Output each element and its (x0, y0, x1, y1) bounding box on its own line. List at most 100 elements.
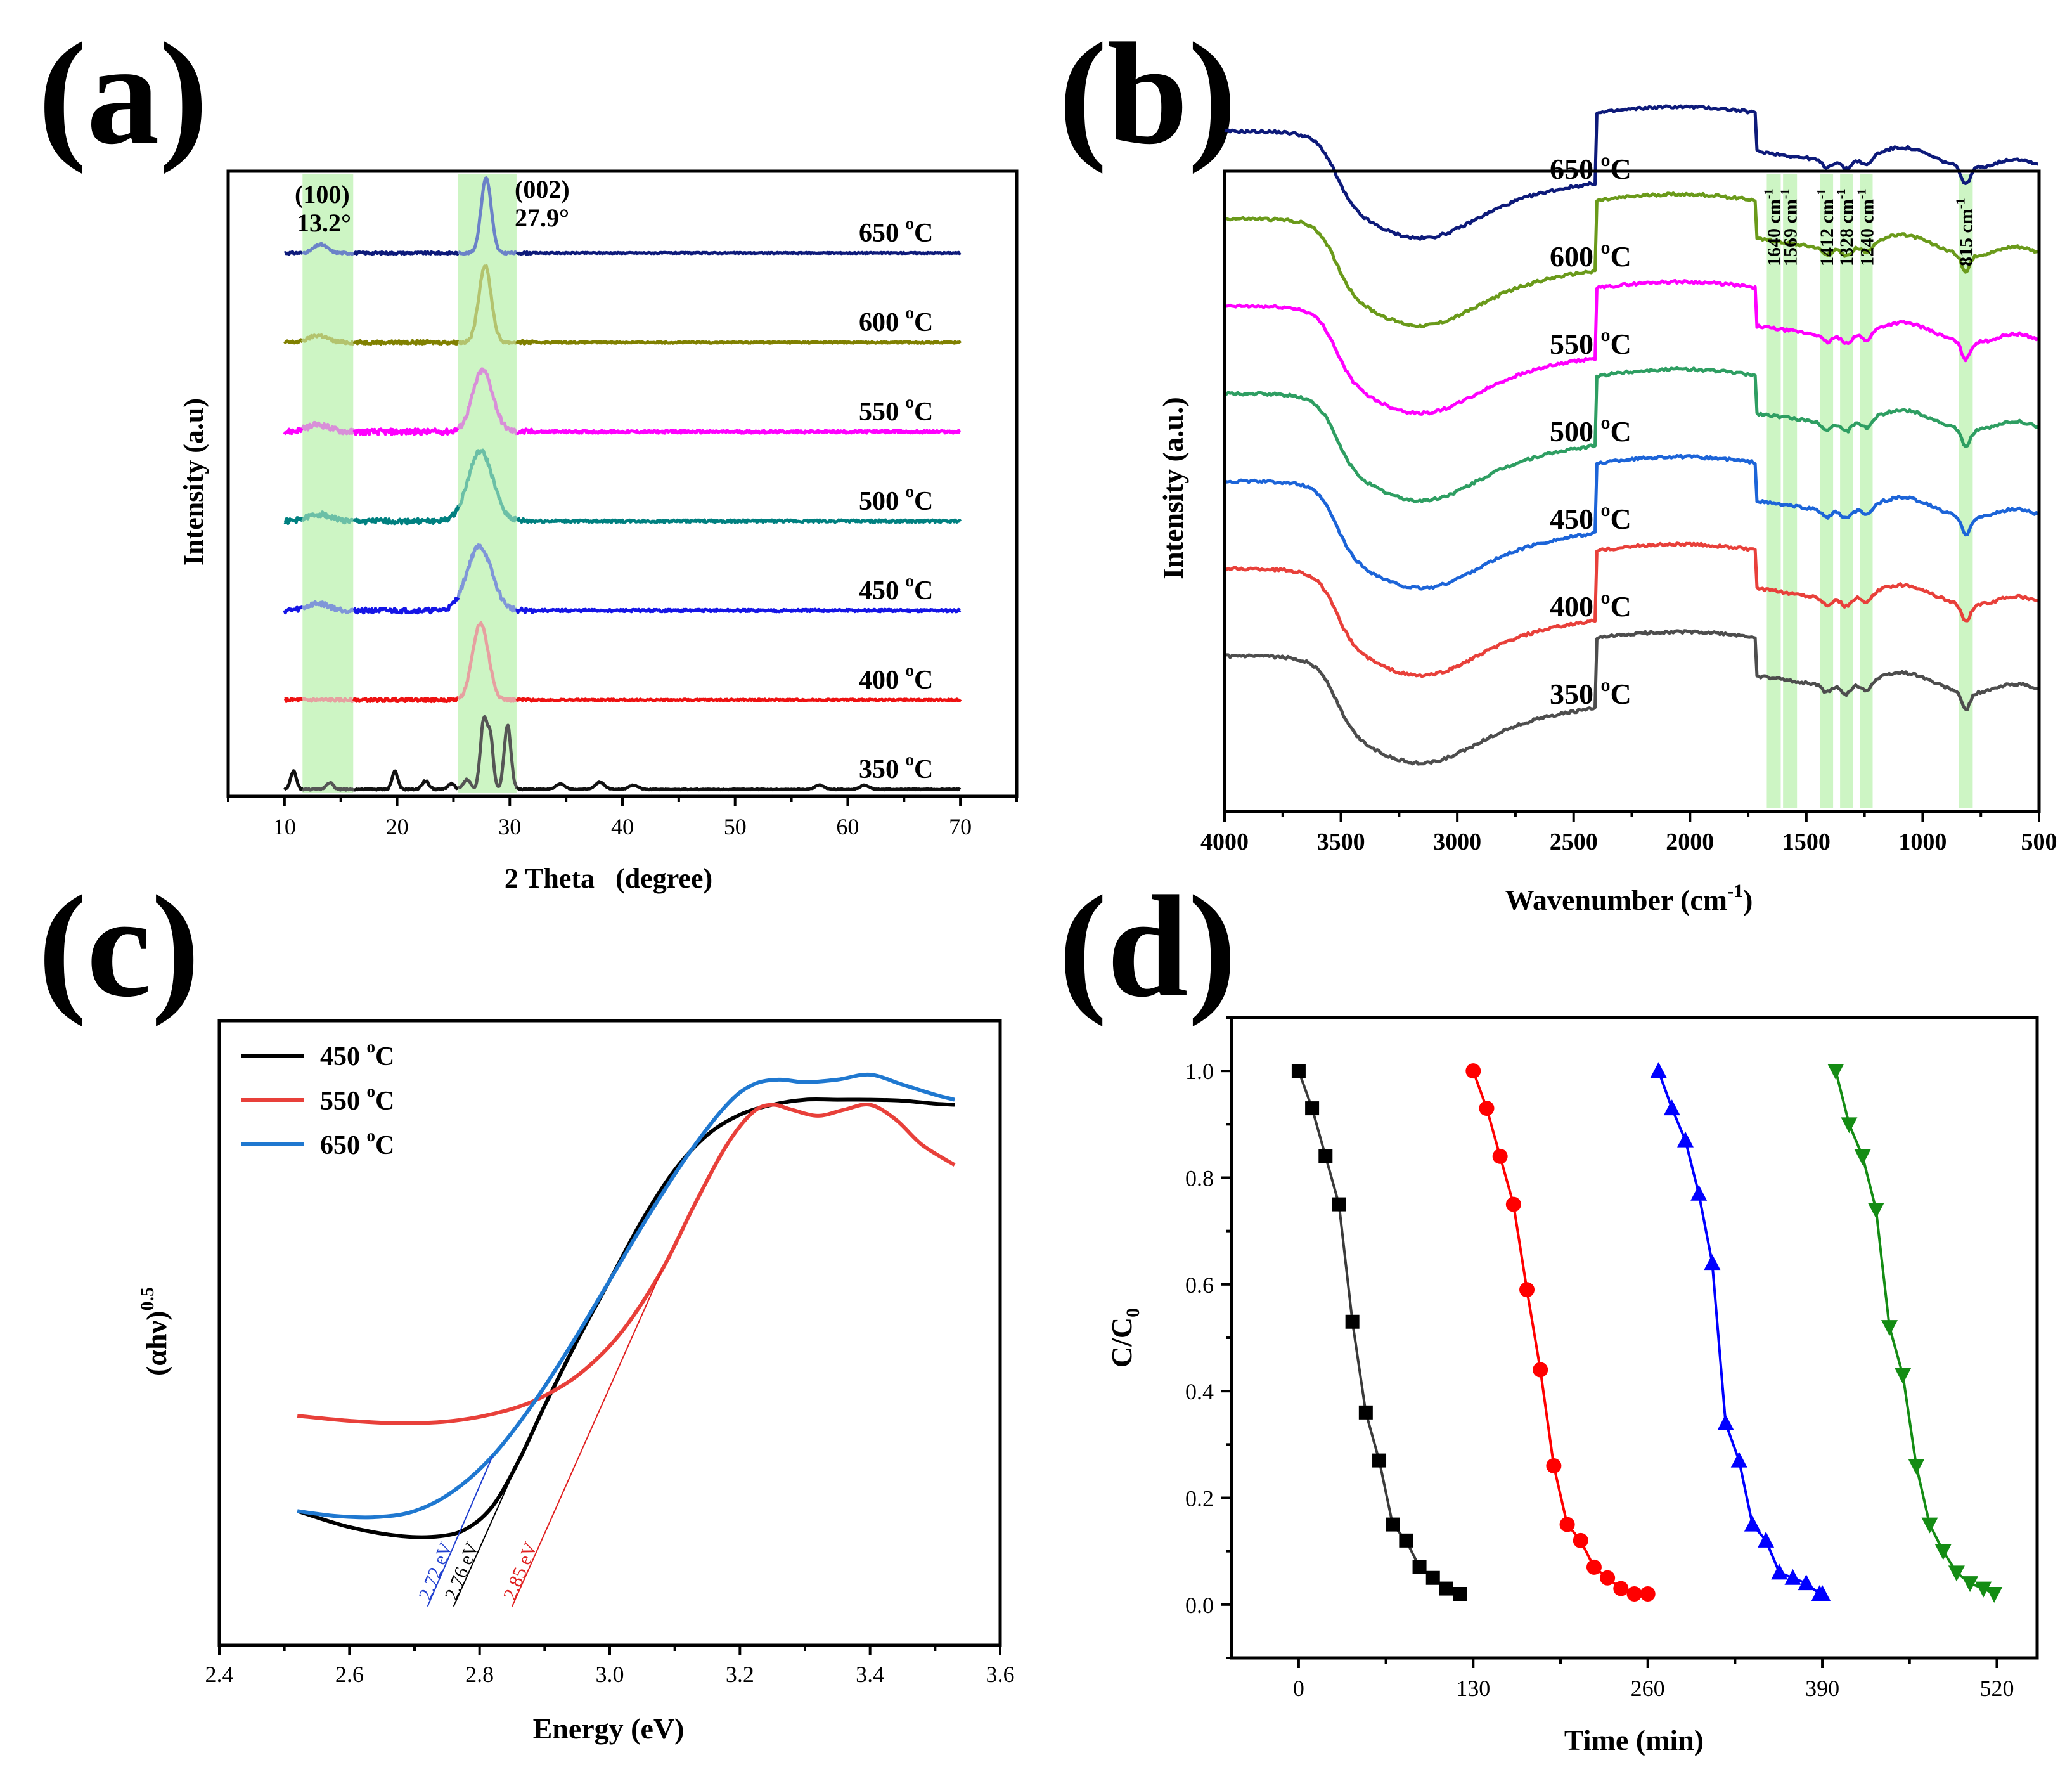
panel-d-point-0-10 (1425, 1570, 1440, 1585)
panel-d-x-tick-label: 130 (1456, 1676, 1490, 1701)
panel-b-series-3-label-unit: C (1611, 415, 1631, 448)
panel-b-series-4-label-value: 450 (1550, 503, 1601, 535)
panel-b-series-5-label-value: 400 (1550, 590, 1601, 623)
panel-a-tick-label: 10 (273, 814, 296, 839)
panel-b-series (1223, 104, 2039, 766)
panel-d-point-1-7 (1559, 1517, 1575, 1532)
panel-c-legend-1-label-sup: o (367, 1082, 376, 1101)
panel-a-series-line-0-0 (283, 250, 304, 256)
panel-c-tick-label: 3.2 (726, 1662, 754, 1687)
panel-b-series-3-label-sup: o (1601, 412, 1611, 433)
panel-c-tick-label: 3.6 (986, 1662, 1015, 1687)
panel-b-series-1-label-unit: C (1611, 240, 1631, 273)
panel-c-legend-2-label-value: 650 (320, 1131, 367, 1160)
panel-a-series-3-label: 500 oC (859, 482, 933, 516)
panel-a-x-axis-title: 2 Theta (degree) (505, 863, 712, 894)
panel-d-point-3-9 (1948, 1565, 1965, 1582)
panel-b-tick-label: 4000 (1200, 829, 1249, 855)
panel-b-series-2-label-sup: o (1601, 325, 1611, 346)
panel-b-y-axis-title: Intensity (a.u.) (1157, 397, 1189, 579)
panel-b-band-label-0: 1640 cm-1 (1762, 189, 1785, 266)
panel-c-legend-0-label-sup: o (367, 1037, 376, 1056)
panel-d-point-2-9 (1771, 1563, 1788, 1580)
panel-b-series-line-5 (1223, 541, 2039, 678)
panel-d-point-1-6 (1546, 1458, 1562, 1473)
panel-d-point-2-13 (1814, 1585, 1831, 1601)
panel-a-series-0-label-value: 650 (859, 219, 906, 248)
panel-a-series-line-5-4 (515, 697, 962, 703)
panel-c-tangent-line-0 (427, 1455, 494, 1607)
panel-a-tick-label: 70 (949, 814, 972, 839)
panel-a-annotation-0: (100) (295, 180, 350, 209)
panel-b-series-1-label-sup: o (1601, 237, 1611, 258)
panel-d-point-1-3 (1505, 1196, 1521, 1212)
panel-b-tick-label: 3500 (1317, 829, 1365, 855)
panel-b-band-label-value: 1412 cm (1817, 199, 1837, 266)
panel-b-series-6-label-value: 350 (1550, 678, 1601, 710)
panel-d-point-0-8 (1399, 1533, 1413, 1548)
panel-d-x-tick-label: 0 (1293, 1676, 1304, 1701)
panel-a-series-line-2-4 (516, 427, 962, 436)
panel-a-series-0-label-unit: C (914, 219, 933, 248)
panel-a-series-line-0-1 (301, 242, 356, 256)
panel-b-x-title-sup: -1 (1727, 881, 1743, 902)
panel-c-legend-2-label-sup: o (367, 1126, 376, 1145)
panel-a-series-line-2-3 (456, 367, 518, 436)
panel-b-band-4 (1860, 174, 1873, 808)
panel-a-series-6-label-sup: o (906, 750, 915, 769)
panel-d-point-0-4 (1345, 1314, 1360, 1329)
panel-a-series-2-label-sup: o (906, 392, 915, 411)
panel-d-x-tick-label: 520 (1979, 1676, 2014, 1701)
panel-c-series-line-1 (297, 1102, 956, 1425)
panel-c-series-line-2 (297, 1072, 955, 1520)
panel-b-series-5-label-unit: C (1611, 590, 1631, 623)
panel-a-annotation-2: (002) (515, 175, 570, 204)
panel-b-band-2 (1820, 174, 1834, 808)
panel-a-series-line-3-4 (516, 517, 962, 524)
panel-b-band-3 (1840, 174, 1853, 808)
panel-d-point-1-2 (1492, 1148, 1508, 1164)
panel-d-point-1-12 (1626, 1586, 1642, 1602)
panel-b-series-1-label: 600 oC (1550, 237, 1631, 273)
panel-d-point-3-3 (1867, 1203, 1884, 1219)
panel-a-series-3-label-sup: o (906, 482, 915, 501)
panel-d-ticks: 0 130 260 390 520 0.0 0.2 0.4 0.6 0.8 1.0 (1185, 1016, 2014, 1701)
panel-a-series-line-0-4 (515, 250, 962, 256)
panel-b-band-label-5: 815 cm-1 (1953, 198, 1976, 266)
panel-b-series-5-label-sup: o (1601, 587, 1611, 608)
panel-a-series-1-label: 600 oC (859, 303, 933, 337)
panel-b-series-2-label: 550 oC (1550, 325, 1631, 360)
panel-a-series-line-4-1 (301, 600, 356, 614)
panel-a-annotations: (100)13.2° (002)27.9° (295, 175, 570, 237)
panel-a-series-line-3-1 (301, 510, 356, 525)
panel-d-point-0-0 (1291, 1064, 1306, 1078)
panel-a-series-5-label-value: 400 (859, 666, 906, 695)
panel-b-series-3-label-value: 500 (1550, 415, 1601, 448)
panel-a-series-line-1-3 (458, 264, 518, 346)
panel-b-series-0-label-value: 650 (1550, 153, 1601, 185)
panel-d-point-0-12 (1453, 1587, 1467, 1601)
panel-b-x-ticks: 4000 3500 3000 2500 2000 1500 1000 500 (1200, 812, 2057, 855)
panel-a-series-5-label: 400 oC (859, 661, 933, 695)
panel-a-tick-label: 60 (836, 814, 859, 839)
panel-d-point-0-6 (1372, 1453, 1387, 1468)
panel-d-point-1-10 (1600, 1570, 1616, 1586)
panel-d-point-0-11 (1439, 1581, 1453, 1596)
panel-d-point-3-5 (1895, 1368, 1912, 1384)
panel-d-point-0-9 (1412, 1560, 1427, 1574)
panel-b-series-0-label-unit: C (1611, 153, 1631, 185)
panel-a-series-line-3-2 (352, 505, 460, 526)
panel-d-point-3-0 (1827, 1064, 1844, 1080)
panel-a-series-line-4-2 (352, 597, 460, 615)
panel-b-series-line-0 (1224, 104, 2038, 241)
panel-a-series-line-0-3 (458, 176, 518, 256)
panel-a-annotation-3: 27.9° (515, 204, 569, 232)
panel-b-band-label-4: 1240 cm-1 (1855, 189, 1877, 266)
panel-b-band-5 (1959, 174, 1973, 808)
panel-d-point-3-7 (1921, 1517, 1938, 1534)
panel-a-series-5-label-unit: C (914, 666, 933, 695)
panel-b-series-3-label: 500 oC (1550, 412, 1631, 448)
panel-b-series-5-label: 400 oC (1550, 587, 1631, 623)
panel-a-series-line-0-2 (352, 250, 460, 256)
